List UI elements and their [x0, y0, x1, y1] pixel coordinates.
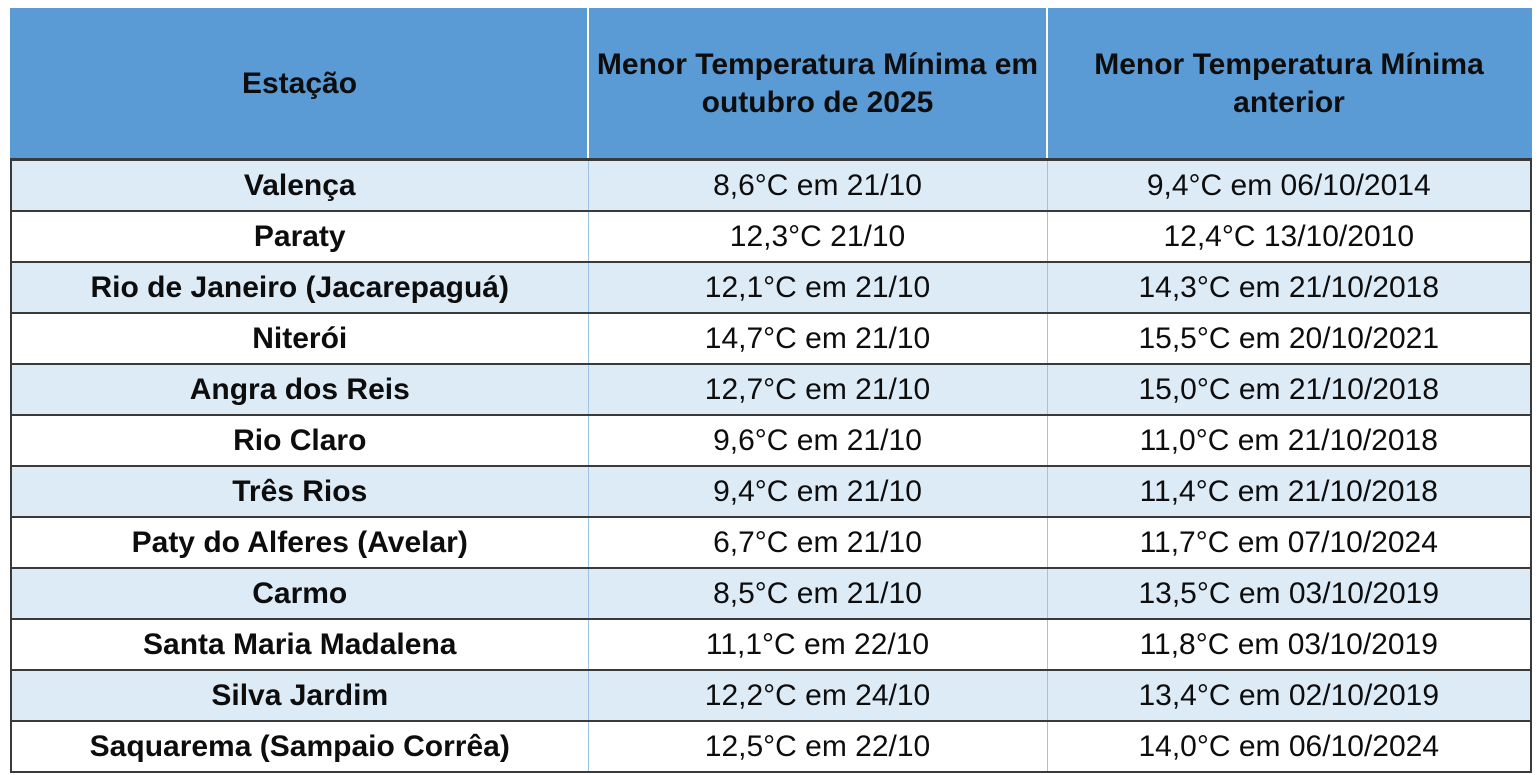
station-cell: Saquarema (Sampaio Corrêa) [10, 721, 589, 773]
min-oct-2025-cell: 12,3°C 21/10 [587, 211, 1048, 263]
station-cell: Niterói [10, 313, 589, 365]
previous-min-cell: 15,0°C em 21/10/2018 [1046, 364, 1532, 416]
previous-min-cell: 11,8°C em 03/10/2019 [1046, 619, 1532, 671]
previous-min-cell: 12,4°C 13/10/2010 [1046, 211, 1532, 263]
station-cell: Rio de Janeiro (Jacarepaguá) [10, 262, 589, 314]
station-cell: Valença [10, 159, 589, 212]
table-row: Paraty 12,3°C 21/10 12,4°C 13/10/2010 [10, 211, 1532, 263]
table-row: Rio Claro 9,6°C em 21/10 11,0°C em 21/10… [10, 415, 1532, 467]
table-row: Carmo 8,5°C em 21/10 13,5°C em 03/10/201… [10, 568, 1532, 620]
previous-min-cell: 13,4°C em 02/10/2019 [1046, 670, 1532, 722]
table-row: Niterói 14,7°C em 21/10 15,5°C em 20/10/… [10, 313, 1532, 365]
table-row: Silva Jardim 12,2°C em 24/10 13,4°C em 0… [10, 670, 1532, 722]
station-cell: Santa Maria Madalena [10, 619, 589, 671]
table-row: Três Rios 9,4°C em 21/10 11,4°C em 21/10… [10, 466, 1532, 518]
table-row: Valença 8,6°C em 21/10 9,4°C em 06/10/20… [10, 159, 1532, 212]
table-header: Estação Menor Temperatura Mínima em outu… [10, 8, 1532, 161]
previous-min-cell: 15,5°C em 20/10/2021 [1046, 313, 1532, 365]
previous-min-cell: 13,5°C em 03/10/2019 [1046, 568, 1532, 620]
min-oct-2025-cell: 12,1°C em 21/10 [587, 262, 1048, 314]
min-oct-2025-cell: 9,4°C em 21/10 [587, 466, 1048, 518]
header-station: Estação [10, 8, 589, 161]
min-oct-2025-cell: 14,7°C em 21/10 [587, 313, 1048, 365]
min-oct-2025-cell: 12,7°C em 21/10 [587, 364, 1048, 416]
min-oct-2025-cell: 12,2°C em 24/10 [587, 670, 1048, 722]
previous-min-cell: 14,3°C em 21/10/2018 [1046, 262, 1532, 314]
station-cell: Três Rios [10, 466, 589, 518]
table-row: Angra dos Reis 12,7°C em 21/10 15,0°C em… [10, 364, 1532, 416]
station-cell: Silva Jardim [10, 670, 589, 722]
header-row: Estação Menor Temperatura Mínima em outu… [10, 8, 1532, 161]
table-row: Saquarema (Sampaio Corrêa) 12,5°C em 22/… [10, 721, 1532, 773]
station-cell: Rio Claro [10, 415, 589, 467]
temperature-table: Estação Menor Temperatura Mínima em outu… [10, 8, 1532, 773]
station-cell: Paty do Alferes (Avelar) [10, 517, 589, 569]
previous-min-cell: 11,0°C em 21/10/2018 [1046, 415, 1532, 467]
previous-min-cell: 14,0°C em 06/10/2024 [1046, 721, 1532, 773]
min-oct-2025-cell: 8,5°C em 21/10 [587, 568, 1048, 620]
min-oct-2025-cell: 9,6°C em 21/10 [587, 415, 1048, 467]
min-oct-2025-cell: 12,5°C em 22/10 [587, 721, 1048, 773]
table-row: Santa Maria Madalena 11,1°C em 22/10 11,… [10, 619, 1532, 671]
previous-min-cell: 9,4°C em 06/10/2014 [1046, 159, 1532, 212]
table-body: Valença 8,6°C em 21/10 9,4°C em 06/10/20… [10, 159, 1532, 773]
station-cell: Angra dos Reis [10, 364, 589, 416]
table-row: Rio de Janeiro (Jacarepaguá) 12,1°C em 2… [10, 262, 1532, 314]
min-oct-2025-cell: 6,7°C em 21/10 [587, 517, 1048, 569]
temperature-table-container: Estação Menor Temperatura Mínima em outu… [10, 8, 1532, 773]
previous-min-cell: 11,7°C em 07/10/2024 [1046, 517, 1532, 569]
min-oct-2025-cell: 11,1°C em 22/10 [587, 619, 1048, 671]
station-cell: Paraty [10, 211, 589, 263]
previous-min-cell: 11,4°C em 21/10/2018 [1046, 466, 1532, 518]
station-cell: Carmo [10, 568, 589, 620]
table-row: Paty do Alferes (Avelar) 6,7°C em 21/10 … [10, 517, 1532, 569]
header-min-oct-2025: Menor Temperatura Mínima em outubro de 2… [587, 8, 1048, 161]
header-previous-min: Menor Temperatura Mínima anterior [1046, 8, 1532, 161]
min-oct-2025-cell: 8,6°C em 21/10 [587, 159, 1048, 212]
